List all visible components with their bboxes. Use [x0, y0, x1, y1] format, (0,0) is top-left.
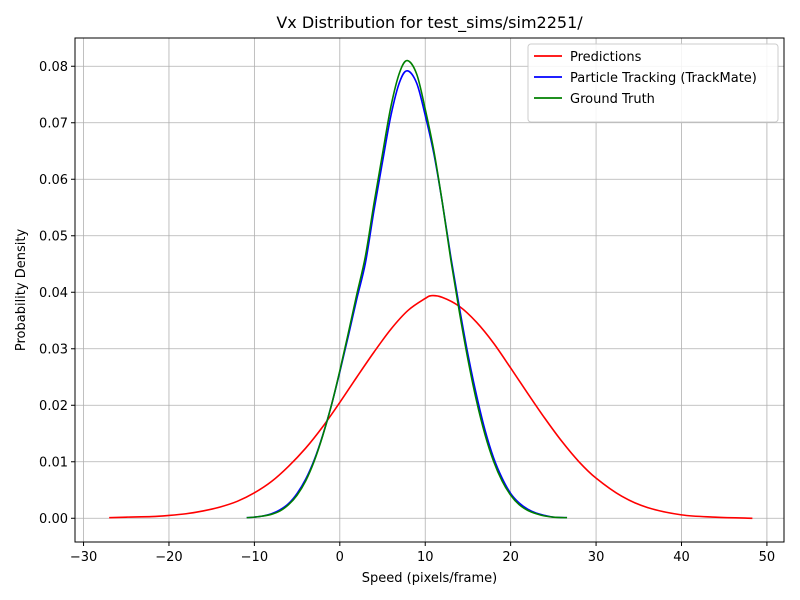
y-tick-label: 0.06 — [39, 173, 68, 188]
plot-frame — [74, 37, 785, 543]
legend: Predictions Particle Tracking (TrackMate)… — [527, 43, 779, 123]
y-tick-label: 0.08 — [39, 60, 68, 75]
y-tick-label: 0.03 — [39, 342, 68, 357]
x-axis-title: Speed (pixels/frame) — [362, 571, 498, 586]
y-tick-label: 0.05 — [39, 229, 68, 244]
x-tick-label: 50 — [759, 550, 776, 565]
chart-title: Vx Distribution for test_sims/sim2251/ — [276, 13, 583, 33]
y-tick-label: 0.00 — [39, 512, 68, 527]
series-line-predictions — [109, 294, 753, 520]
x-tick-label: 30 — [588, 550, 605, 565]
legend-label-ground-truth: Ground Truth — [570, 92, 655, 107]
x-tick-label: 40 — [673, 550, 690, 565]
y-axis-title: Probability Density — [14, 229, 29, 352]
x-axis-ticks: −30 −20 −10 0 10 20 30 40 50 — [70, 542, 775, 565]
legend-box — [527, 43, 779, 123]
y-tick-label: 0.07 — [39, 116, 68, 131]
legend-label-particle-tracking-trackmate: Particle Tracking (TrackMate) — [570, 71, 757, 86]
x-tick-label: 20 — [502, 550, 519, 565]
y-tick-label: 0.02 — [39, 399, 68, 414]
series-lines — [109, 59, 753, 520]
series-line-ground-truth — [246, 59, 568, 519]
legend-label-predictions: Predictions — [570, 50, 642, 65]
y-tick-label: 0.01 — [39, 455, 68, 470]
x-tick-label: 0 — [336, 550, 344, 565]
x-tick-label: −10 — [241, 550, 268, 565]
x-tick-label: 10 — [417, 550, 434, 565]
x-tick-label: −30 — [70, 550, 97, 565]
y-tick-label: 0.04 — [39, 286, 68, 301]
x-tick-label: −20 — [155, 550, 182, 565]
y-axis-ticks: 0.00 0.01 0.02 0.03 0.04 0.05 0.06 0.07 0.08 — [39, 60, 75, 527]
series-line-particle-tracking-trackmate — [246, 69, 568, 519]
